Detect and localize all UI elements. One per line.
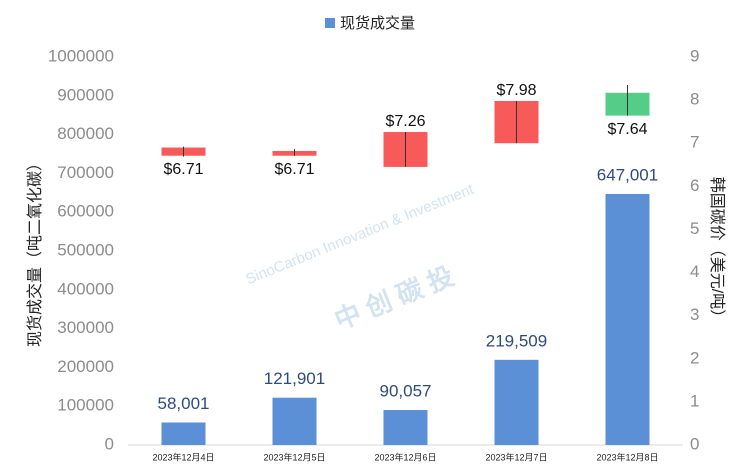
bar [272, 397, 317, 445]
y2-tick-label: 9 [690, 46, 699, 65]
bar [161, 422, 206, 445]
bar-value-label: 219,509 [486, 331, 547, 350]
x-tick-label: 2023年12月4日 [152, 451, 214, 462]
y2-tick-label: 2 [690, 348, 699, 367]
x-tick-label: 2023年12月6日 [374, 451, 436, 462]
y2-tick-label: 5 [690, 219, 699, 238]
y2-tick-label: 8 [690, 90, 699, 109]
bar [605, 193, 650, 445]
y2-tick-label: 7 [690, 133, 699, 152]
y2-tick-label: 4 [690, 262, 699, 281]
y-tick-label: 900000 [57, 85, 114, 104]
bar-value-label: 121,901 [264, 369, 325, 388]
legend-swatch [325, 18, 335, 28]
legend-label: 现货成交量 [340, 14, 415, 32]
bar-value-label: 647,001 [597, 165, 658, 184]
y2-tick-label: 3 [690, 305, 699, 324]
bar-value-label: 58,001 [158, 394, 210, 413]
y-axis-title: 现货成交量（吨二氧化碳） [26, 155, 44, 347]
y2-tick-label: 1 [690, 391, 699, 410]
price-label: $7.64 [607, 121, 647, 138]
y-tick-label: 700000 [57, 163, 114, 182]
y-tick-label: 1000000 [48, 46, 114, 65]
y-tick-label: 600000 [57, 202, 114, 221]
y-tick-label: 100000 [57, 396, 114, 415]
bar [494, 359, 539, 445]
y2-tick-label: 6 [690, 176, 699, 195]
y-tick-label: 300000 [57, 318, 114, 337]
y-tick-label: 0 [105, 434, 114, 453]
bar-value-label: 90,057 [380, 382, 432, 401]
y2-axis-title: 韩国碳价（美元/吨） [708, 177, 726, 325]
y-tick-label: 800000 [57, 124, 114, 143]
x-tick-label: 2023年12月8日 [596, 451, 658, 462]
price-label: $7.98 [496, 82, 536, 99]
y-tick-label: 500000 [57, 240, 114, 259]
x-tick-label: 2023年12月7日 [485, 451, 547, 462]
y-tick-label: 400000 [57, 279, 114, 298]
watermark: 中 创 碳 投 [330, 261, 458, 336]
price-label: $6.71 [274, 161, 314, 178]
y2-tick-label: 0 [690, 434, 699, 453]
y-tick-label: 200000 [57, 357, 114, 376]
bar [383, 410, 428, 445]
x-tick-label: 2023年12月5日 [263, 451, 325, 462]
price-label: $7.26 [385, 113, 425, 130]
price-label: $6.71 [163, 161, 203, 178]
